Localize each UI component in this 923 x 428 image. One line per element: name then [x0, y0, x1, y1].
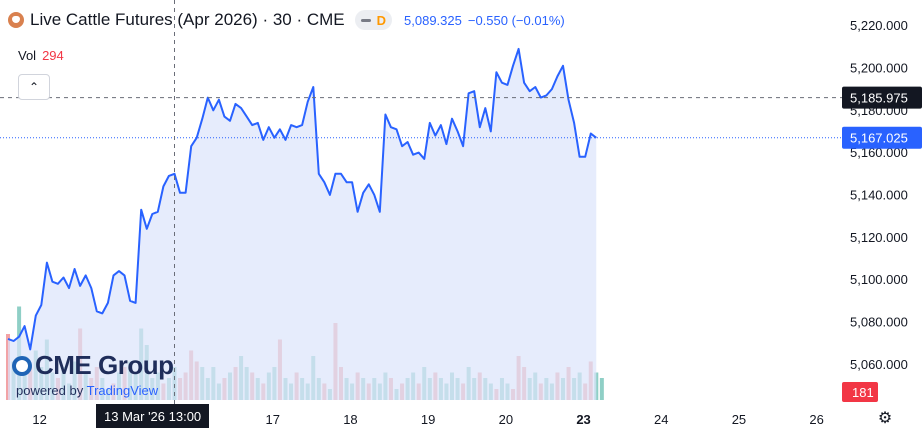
y-tick-label: 5,220.000 [850, 18, 908, 33]
crosshair-price-label: 5,185.975 [850, 91, 908, 106]
y-tick-label: 5,100.000 [850, 272, 908, 287]
y-tick-label: 5,060.000 [850, 357, 908, 372]
tradingview-wordmark: TradingView [86, 383, 159, 398]
y-tick-label: 5,160.000 [850, 145, 908, 160]
symbol-title[interactable]: Live Cattle Futures (Apr 2026) · 30 · CM… [30, 10, 345, 29]
cattle-logo-icon [8, 12, 24, 28]
x-tick-label: 26 [809, 412, 823, 427]
price-change: −0.550 (−0.01%) [467, 12, 565, 28]
x-tick-label: 17 [266, 412, 280, 427]
x-tick-label: 25 [732, 412, 746, 427]
y-tick-label: 5,080.000 [850, 314, 908, 329]
price-line [7, 47, 597, 351]
last-price-label: 5,167.025 [850, 131, 908, 146]
powered-by-text: powered by [16, 383, 84, 398]
cme-globe-icon [12, 355, 32, 376]
last-price: 5,089.325 [404, 12, 462, 28]
delayed-indicator: D [376, 12, 387, 28]
collapse-legend-button[interactable]: ⌃ [18, 74, 50, 100]
volume-legend: Vol 294 [18, 48, 64, 63]
x-tick-label: 18 [343, 412, 357, 427]
cme-wordmark: CME Group [35, 350, 174, 380]
volume-value: 294 [42, 48, 64, 63]
x-tick-label: 12 [32, 412, 46, 427]
cme-logo[interactable]: CME Group powered by TradingView [12, 350, 174, 398]
last-volume-label: 181 [852, 385, 874, 400]
x-tick-label: 20 [499, 412, 513, 427]
x-tick-label: 24 [654, 412, 668, 427]
minus-icon [360, 18, 371, 22]
crosshair-date-label: 13 Mar '26 13:00 [96, 404, 210, 428]
volume-bar [599, 378, 604, 400]
status-pill[interactable]: D [354, 10, 393, 30]
x-tick-label: 23 [576, 412, 590, 427]
gear-icon[interactable]: ⚙ [877, 410, 893, 427]
y-tick-label: 5,200.000 [850, 60, 908, 75]
crosshair-price-label-bg [842, 86, 922, 109]
x-tick-label: 19 [421, 412, 435, 427]
volume-label: Vol [18, 48, 37, 63]
last-price-label-bg [842, 126, 922, 149]
last-volume-label-bg [842, 382, 878, 402]
y-tick-label: 5,140.000 [850, 187, 908, 202]
chart-header: Live Cattle Futures (Apr 2026) · 30 · CM… [8, 10, 565, 30]
y-tick-label: 5,120.000 [850, 230, 908, 245]
price-area-fill [8, 48, 597, 401]
chevron-up-icon: ⌃ [28, 80, 40, 94]
